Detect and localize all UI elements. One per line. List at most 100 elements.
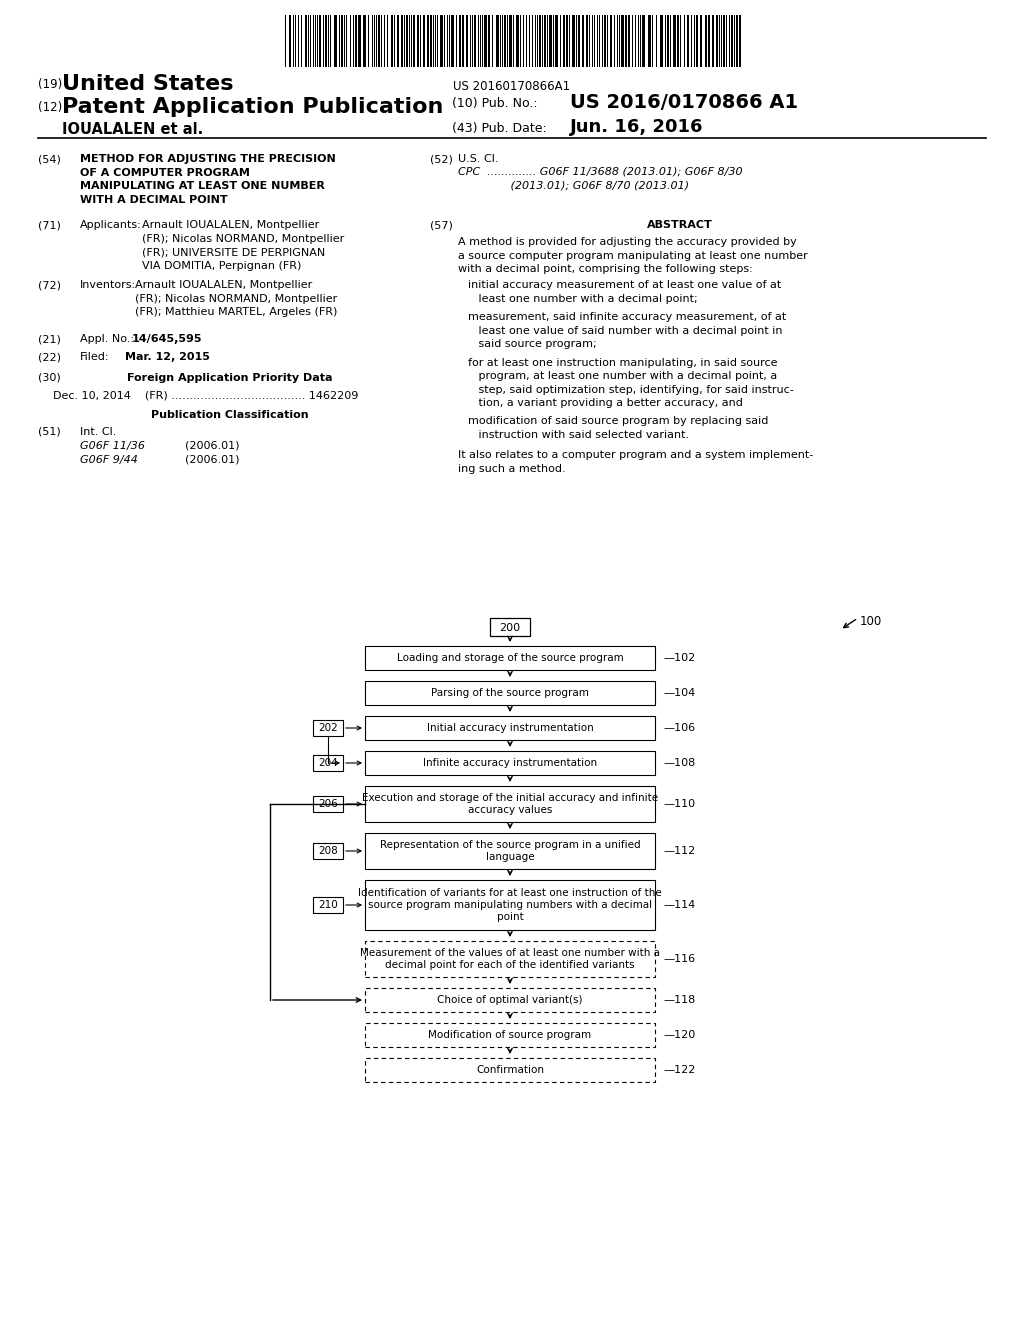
Text: (72): (72) [38,280,61,290]
Text: —110: —110 [663,799,695,809]
Bar [708,15,710,67]
Text: CPC  .............. G06F 11/3688 (2013.01); G06F 8/30
               (2013.01); : CPC .............. G06F 11/3688 (2013.01… [458,168,742,190]
Bar [406,15,408,67]
Text: measurement, said infinite accuracy measurement, of at
   least one value of sai: measurement, said infinite accuracy meas… [468,312,786,350]
Text: —104: —104 [663,688,695,698]
Bar [601,15,603,67]
Text: Int. Cl.: Int. Cl. [80,426,117,437]
Bar [484,15,487,67]
Bar [427,15,428,67]
Bar [562,15,564,67]
Bar [313,755,343,771]
Bar [417,15,419,67]
Text: 200: 200 [500,623,520,634]
Bar [325,15,327,67]
Text: Identification of variants for at least one instruction of the
source program ma: Identification of variants for at least … [358,887,662,923]
Text: —120: —120 [663,1030,695,1040]
Text: modification of said source program by replacing said
   instruction with said s: modification of said source program by r… [468,417,768,440]
Bar [462,15,464,67]
Text: 208: 208 [318,846,338,855]
Text: Appl. No.:: Appl. No.: [80,334,137,345]
Text: Modification of source program: Modification of source program [428,1030,592,1040]
Bar [730,15,732,67]
Text: It also relates to a computer program and a system implement-
ing such a method.: It also relates to a computer program an… [458,450,813,474]
Bar [504,15,506,67]
Bar [313,719,343,737]
Bar [621,15,624,67]
Bar [555,15,558,67]
Text: Confirmation: Confirmation [476,1065,544,1074]
Text: (54): (54) [38,154,60,164]
Bar [660,15,663,67]
Text: U.S. Cl.: U.S. Cl. [458,154,499,164]
Bar [578,15,580,67]
Text: (71): (71) [38,220,60,230]
Bar [362,15,366,67]
Text: Mar. 12, 2015: Mar. 12, 2015 [125,352,210,362]
Bar [488,15,489,67]
Bar [365,715,655,741]
Bar [365,1023,655,1047]
Bar [400,15,402,67]
Bar [298,15,299,67]
Bar [700,15,702,67]
Text: (2006.01): (2006.01) [185,455,240,465]
Bar [319,15,321,67]
Bar [305,15,307,67]
Bar [378,15,380,67]
Text: 204: 204 [318,758,338,768]
Bar [604,15,606,67]
Bar [592,15,593,67]
Text: Infinite accuracy instrumentation: Infinite accuracy instrumentation [423,758,597,768]
Text: Measurement of the values of at least one number with a
decimal point for each o: Measurement of the values of at least on… [360,948,660,970]
Bar [712,15,714,67]
Text: Arnault IOUALALEN, Montpellier
(FR); Nicolas NORMAND, Montpellier
(FR); UNIVERSI: Arnault IOUALALEN, Montpellier (FR); Nic… [142,220,344,271]
Text: US 2016/0170866 A1: US 2016/0170866 A1 [570,92,798,112]
Bar [686,15,688,67]
Text: Inventors:: Inventors: [80,280,136,290]
Bar [625,15,627,67]
Text: —102: —102 [663,653,695,663]
Bar [544,15,546,67]
Text: Initial accuracy instrumentation: Initial accuracy instrumentation [427,723,593,733]
Bar [365,1059,655,1082]
Text: Dec. 10, 2014    (FR) ..................................... 1462209: Dec. 10, 2014 (FR) .....................… [53,389,358,400]
Bar [739,15,740,67]
Text: Patent Application Publication: Patent Application Publication [62,96,443,117]
Text: (21): (21) [38,334,60,345]
Text: —108: —108 [663,758,695,768]
Text: Parsing of the source program: Parsing of the source program [431,688,589,698]
Bar [528,15,530,67]
Bar [613,15,615,67]
Bar [430,15,431,67]
Text: Arnault IOUALALEN, Montpellier
(FR); Nicolas NORMAND, Montpellier
(FR); Matthieu: Arnault IOUALALEN, Montpellier (FR); Nic… [135,280,337,317]
Bar [439,15,442,67]
Bar [571,15,574,67]
Bar [341,15,342,67]
Bar [723,15,725,67]
Bar [355,15,356,67]
Bar [610,15,611,67]
Bar [680,15,681,67]
Bar [456,15,457,67]
Bar [390,15,392,67]
Bar [459,15,461,67]
Bar [365,987,655,1012]
Bar [451,15,454,67]
Bar [313,796,343,812]
Bar [566,15,567,67]
Bar [586,15,588,67]
Bar [368,15,369,67]
Text: Filed:: Filed: [80,352,110,362]
Bar [690,15,692,67]
Bar [500,15,501,67]
Bar [365,880,655,931]
Bar [515,15,518,67]
Bar [716,15,718,67]
Bar [314,15,316,67]
Text: Representation of the source program in a unified
language: Representation of the source program in … [380,840,640,862]
Bar [542,15,543,67]
Bar [473,15,475,67]
Text: Publication Classification: Publication Classification [152,411,309,420]
Bar [313,898,343,913]
